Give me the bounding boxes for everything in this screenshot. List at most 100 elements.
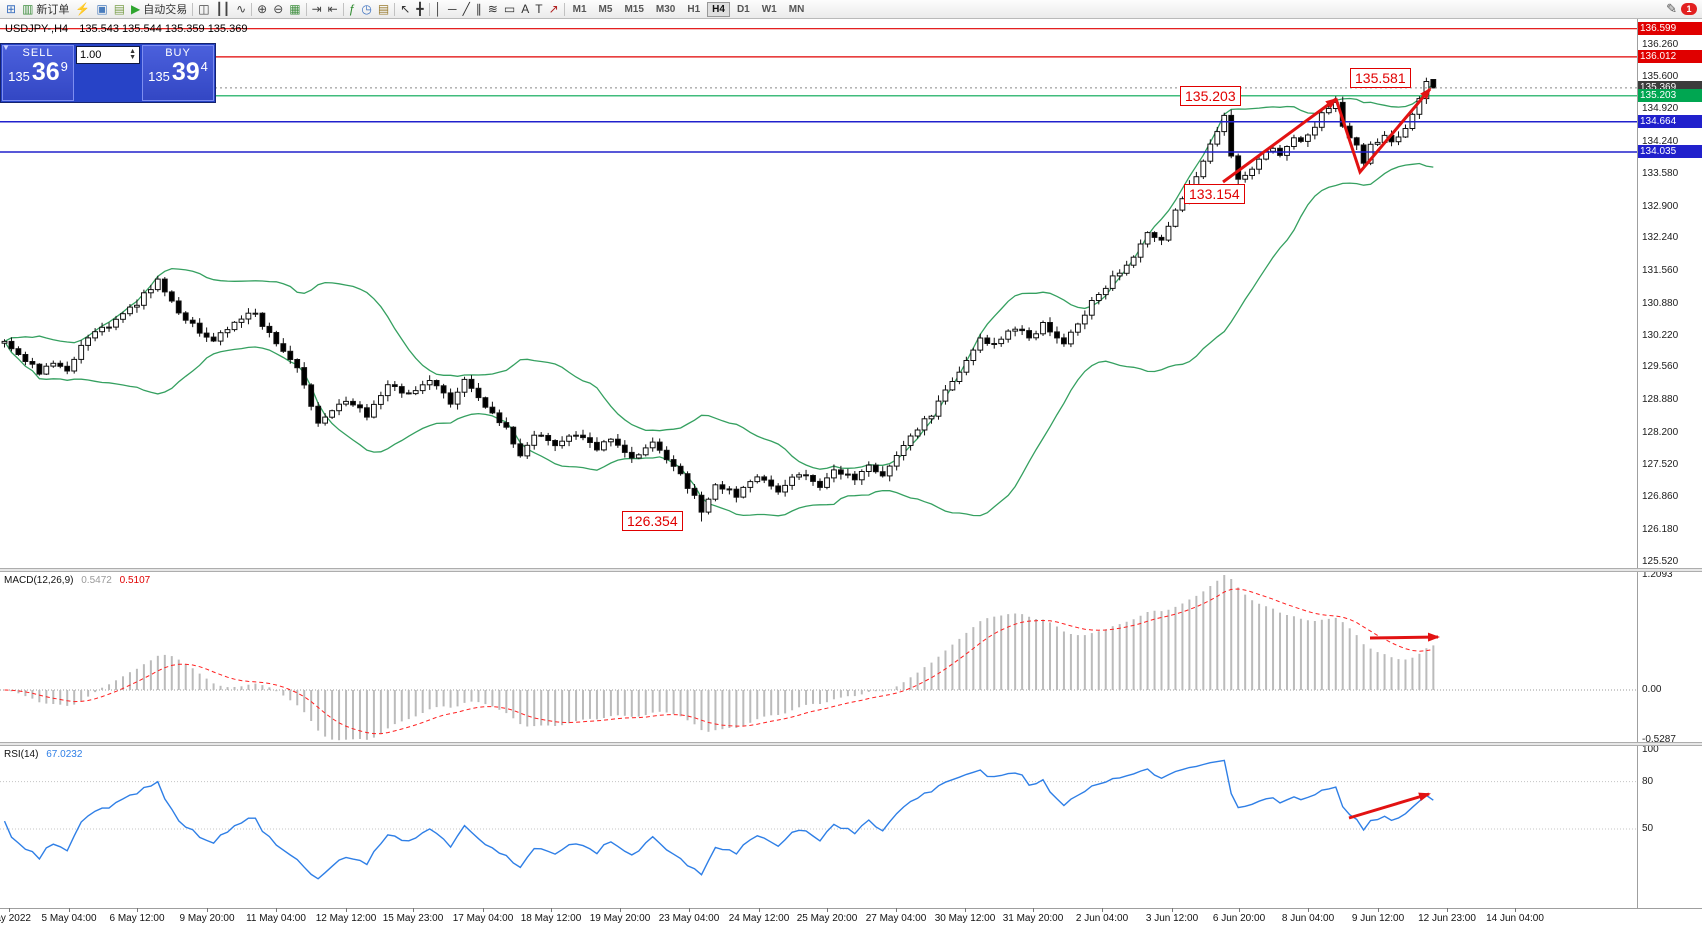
time-axis-label: 11 May 04:00 xyxy=(246,913,306,924)
label-icon[interactable]: T xyxy=(532,1,545,18)
time-axis-tick xyxy=(276,908,277,912)
time-axis-label: 19 May 20:00 xyxy=(589,913,651,924)
macd-main-value: 0.5472 xyxy=(81,575,112,586)
volume-input[interactable]: 1.00 ▲ ▼ xyxy=(76,46,140,64)
timeframe-h1[interactable]: H1 xyxy=(687,3,701,15)
collapse-one-click-icon[interactable]: ▼ xyxy=(2,43,10,52)
periods-icon[interactable]: ◷ xyxy=(358,1,374,18)
rsi-indicator-pane[interactable] xyxy=(0,746,1637,908)
lightning-icon[interactable]: ⚡ xyxy=(72,1,93,18)
time-axis-tick xyxy=(1239,908,1240,912)
time-axis-label: 18 May 12:00 xyxy=(520,913,582,924)
templates-icon: ▤ xyxy=(377,2,390,16)
price-axis-marker: 134.035 xyxy=(1638,145,1702,159)
timeframe-d1[interactable]: D1 xyxy=(736,3,750,15)
timeframe-m1[interactable]: M1 xyxy=(572,3,587,15)
timeframe-m30[interactable]: M30 xyxy=(655,3,676,15)
channel-icon[interactable]: ∥ xyxy=(473,1,485,18)
time-axis-tick xyxy=(1515,908,1516,912)
pane-splitter[interactable] xyxy=(0,742,1702,746)
auto-trading-button: ▶ xyxy=(131,2,141,16)
shapes-icon[interactable]: ▭ xyxy=(501,1,518,18)
line-chart-icon[interactable]: ∿ xyxy=(233,1,249,18)
text-icon: A xyxy=(521,2,530,16)
buy-button[interactable]: BUY 135 39 4 xyxy=(142,45,214,101)
trendline-icon: ╱ xyxy=(462,2,470,16)
time-axis-label: 6 May 12:00 xyxy=(109,913,165,924)
price-annotation[interactable]: 135.203 xyxy=(1180,85,1241,106)
price-annotation[interactable]: 133.154 xyxy=(1184,184,1245,205)
volume-down-icon: ▼ xyxy=(129,54,136,61)
auto-scroll-icon: ⇥ xyxy=(311,2,322,16)
templates-icon[interactable]: ▤ xyxy=(375,1,392,18)
timeframe-h4[interactable]: H4 xyxy=(707,1,730,17)
time-axis-label: 9 May 20:00 xyxy=(179,913,235,924)
timeframe-mn[interactable]: MN xyxy=(788,3,805,15)
time-axis-label: 12 Jun 23:00 xyxy=(1418,913,1476,924)
market-watch-icon[interactable]: ▣ xyxy=(93,1,110,18)
indicators-icon[interactable]: ƒ xyxy=(346,1,359,18)
notification-badge[interactable]: 1 xyxy=(1681,3,1697,15)
volume-spinner[interactable]: ▲ ▼ xyxy=(129,48,136,61)
bollinger-upper-band xyxy=(4,83,1434,470)
time-axis-tick xyxy=(759,908,760,912)
price-annotation[interactable]: 126.354 xyxy=(622,511,683,532)
main-toolbar: ⊞ ▥ 新订单 ⚡ ▣ ▤ ▶ 自动交易 ◫ ┃┃ ∿ ⊕ ⊖ ▦ ⇥ ⇤ ƒ ◷ ▤ ↖ ╋ │ ─ ╱ ∥ ≋ ▭ A T ↗ M1 M5… xyxy=(0,0,1702,19)
macd-axis-label: 0.00 xyxy=(1642,684,1662,695)
price-axis-marker: 136.599 xyxy=(1638,21,1702,35)
cursor-icon[interactable]: ↖ xyxy=(397,1,413,18)
chart-shift-icon[interactable]: ⇤ xyxy=(325,1,341,18)
zoom-in-icon[interactable]: ⊕ xyxy=(254,1,270,18)
text-icon[interactable]: A xyxy=(518,1,532,18)
horizontal-line-icon[interactable]: ─ xyxy=(445,1,460,18)
navigator-icon: ▤ xyxy=(113,2,126,16)
edit-icon[interactable]: ✎ xyxy=(1666,1,1677,16)
tile-windows-icon[interactable]: ▦ xyxy=(286,1,303,18)
timeframe-w1[interactable]: W1 xyxy=(761,3,777,15)
time-axis-tick xyxy=(346,908,347,912)
time-axis-label: 12 May 12:00 xyxy=(315,913,377,924)
price-axis-label: 128.200 xyxy=(1642,426,1679,438)
time-axis-label: 15 May 23:00 xyxy=(382,913,444,924)
trendline-icon[interactable]: ╱ xyxy=(460,1,473,18)
auto-trading-button[interactable]: ▶ 自动交易 xyxy=(128,1,190,18)
price-axis-label: 127.520 xyxy=(1642,459,1679,471)
pane-splitter[interactable] xyxy=(0,568,1702,572)
macd-axis-label: -0.5287 xyxy=(1642,734,1676,746)
chart-title: USDJPY-,H4 135.543 135.544 135.359 135.3… xyxy=(5,23,247,35)
price-axis-label: 132.900 xyxy=(1642,200,1679,212)
timeframe-m5[interactable]: M5 xyxy=(598,3,613,15)
price-axis-marker: 136.012 xyxy=(1638,49,1702,63)
one-click-trading-panel: ▼ SELL 135 36 9 1.00 ▲ ▼ BUY 135 39 4 xyxy=(0,43,216,103)
zoom-out-icon[interactable]: ⊖ xyxy=(270,1,286,18)
new-chart-icon[interactable]: ⊞ xyxy=(3,1,19,18)
price-axis-label: 129.560 xyxy=(1642,361,1679,373)
price-axis-label: 131.560 xyxy=(1642,265,1679,277)
fibonacci-icon[interactable]: ≋ xyxy=(485,1,501,18)
arrow-tool-icon[interactable]: ↗ xyxy=(546,1,562,18)
auto-scroll-icon[interactable]: ⇥ xyxy=(309,1,325,18)
macd-axis-label: 1.2093 xyxy=(1642,568,1673,580)
candlestick-chart-icon: ◫ xyxy=(198,2,210,16)
vertical-line-icon[interactable]: │ xyxy=(432,1,446,18)
new-order-button[interactable]: ▥ 新订单 xyxy=(19,1,72,18)
price-chart-pane[interactable] xyxy=(0,19,1637,568)
bar-chart-icon: ┃┃ xyxy=(215,2,231,16)
crosshair-icon[interactable]: ╋ xyxy=(413,1,426,18)
timeframe-m15[interactable]: M15 xyxy=(624,3,644,15)
toolbar-separator xyxy=(563,2,565,16)
lightning-icon: ⚡ xyxy=(75,2,91,16)
macd-indicator-p ane[interactable] xyxy=(0,572,1637,742)
time-axis-tick xyxy=(413,908,414,912)
time-axis-tick xyxy=(1033,908,1034,912)
toolbar-separator xyxy=(342,2,344,16)
time-axis-label: 31 May 20:00 xyxy=(1002,913,1064,924)
time-axis-tick xyxy=(483,908,484,912)
candlestick-chart-icon[interactable]: ◫ xyxy=(195,1,212,18)
navigator-icon[interactable]: ▤ xyxy=(111,1,128,18)
bar-chart-icon[interactable]: ┃┃ xyxy=(213,1,233,18)
price-annotation[interactable]: 135.581 xyxy=(1350,67,1411,88)
trend-arrow-up-1 xyxy=(1222,97,1338,184)
sell-button[interactable]: SELL 135 36 9 xyxy=(2,45,74,101)
time-axis-label: 30 May 12:00 xyxy=(934,913,996,924)
